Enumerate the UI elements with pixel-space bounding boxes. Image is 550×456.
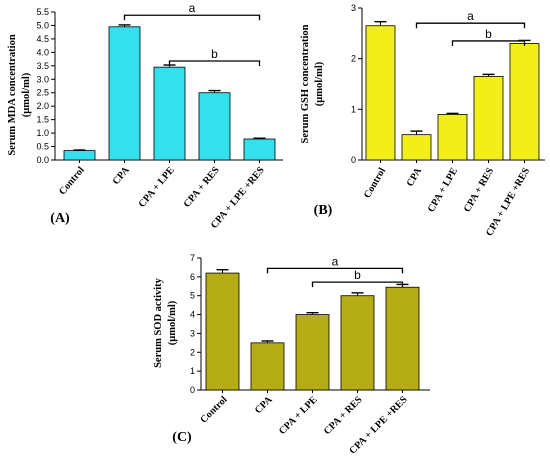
panel-c-bar	[385, 286, 420, 391]
panel-c: Serum SOD activity (µmol/ml) 0 1 2 3 4 5 6 7 Con…	[153, 253, 430, 456]
panel-c-ylabel-line1: Serum SOD activity	[153, 277, 164, 368]
panel-c-y-tick-label: 2	[190, 347, 195, 357]
panel-a-y-tick-label: 1.0	[36, 128, 49, 138]
panel-b-category-label: CPA	[405, 165, 425, 188]
panel-b-bar	[401, 134, 432, 161]
panel-a-category-label: CPA + RES	[182, 165, 222, 210]
panel-a-y-tick-label: 4.0	[36, 47, 49, 57]
panel-c-y-tick-label: 0	[190, 385, 195, 395]
panel-a-bar	[153, 66, 186, 161]
panel-b: Serum GSH concentration (µmol/ml) 0 1 2 3 Co…	[300, 3, 545, 238]
panel-b-category-label: CPA + LPE	[426, 166, 460, 215]
panel-a-significance-bracket	[168, 60, 261, 66]
panel-c-y-tick-label: 3	[190, 328, 195, 338]
panel-b-y-tick-label: 2	[351, 54, 356, 64]
panel-a-bar	[198, 92, 231, 161]
panel-c-significance-bracket	[311, 281, 404, 288]
panel-b-bar	[473, 76, 504, 161]
panel-c-ylabel-line2: (µmol/ml)	[167, 300, 178, 345]
panel-c-bar	[205, 272, 240, 391]
panel-c-significance-label: b	[354, 268, 361, 282]
panel-c-y-tick-label: 7	[190, 253, 195, 263]
panel-a-bar	[243, 138, 276, 161]
panel-b-label: (B)	[314, 203, 333, 218]
panel-a-category-label: Control	[57, 165, 87, 198]
panel-b-y-tick-label: 3	[351, 3, 356, 13]
panel-a-y-tick-label: 2.0	[36, 101, 49, 111]
panel-a-bar	[63, 150, 96, 161]
panel-a-y-tick-label: 5.5	[36, 7, 49, 17]
panel-a-category-label: CPA	[111, 164, 133, 187]
panel-a-ylabel-line2: (µmol/ml)	[21, 72, 32, 117]
panel-a-y-tick-label: 0.0	[36, 155, 49, 165]
panel-a-significance-label: b	[211, 47, 218, 61]
panel-b-significance-bracket	[415, 22, 526, 29]
panel-c-significance-label: a	[332, 254, 339, 268]
panel-c-bar	[340, 295, 375, 391]
panel-a-plot: 0.0 0.5 1.0 1.5 2.0 2.5 3.0 3.5 4.0 4.5 5.0 5.5 Cont…	[36, 1, 283, 231]
panel-b-ylabel-line1: Serum GSH concentration	[300, 24, 311, 143]
panel-c-category-label: CPA	[253, 394, 275, 416]
panel-a-y-tick-label: 5.0	[36, 20, 49, 30]
panel-c-bar	[295, 314, 330, 391]
panel-c-label: (C)	[172, 430, 192, 445]
panel-a-label: (A)	[50, 211, 70, 226]
panel-c-y-tick-label: 4	[190, 310, 195, 320]
panel-a-y-tick-label: 3.5	[36, 61, 49, 71]
panel-b-y-tick-label: 1	[351, 104, 356, 114]
panel-c-significance-bracket	[266, 267, 404, 274]
panel-c-y-tick-label: 6	[190, 272, 195, 282]
panel-a-y-tick-label: 1.5	[36, 115, 49, 125]
panel-a-y-tick-label: 2.5	[36, 88, 49, 98]
panel-b-category-label: Control	[362, 166, 388, 200]
panel-c-category-label: Control	[198, 394, 229, 425]
panel-b-bar	[437, 114, 468, 161]
panel-a-y-tick-label: 4.5	[36, 34, 49, 44]
panel-a-bar	[108, 26, 141, 161]
panel-a-y-tick-label: 0.5	[36, 142, 49, 152]
panel-b-category-label: CPA + RES	[462, 166, 496, 215]
panel-b-significance-label: b	[485, 27, 492, 41]
panel-b-significance-bracket	[451, 40, 526, 46]
panel-a-significance-bracket	[123, 14, 261, 21]
panel-c-bar	[250, 342, 285, 391]
panel-a-y-tick-label: 3.0	[36, 74, 49, 84]
panel-a-category-label: CPA + LPE	[137, 165, 177, 210]
panel-b-bar	[509, 43, 540, 161]
panel-b-y-tick-label: 0	[351, 155, 356, 165]
panel-c-category-label: CPA + RES	[322, 394, 365, 437]
panel-b-significance-label: a	[467, 9, 474, 23]
panel-c-y-tick-label: 1	[190, 366, 195, 376]
panel-b-bar	[365, 25, 396, 161]
panel-a: Serum MDA concentration (µmol/ml) 0.0 0.5…	[7, 1, 283, 231]
panel-c-category-label: CPA + LPE	[277, 394, 320, 437]
panel-a-significance-label: a	[189, 1, 196, 15]
panel-a-ylabel-line1: Serum MDA concentration	[7, 34, 18, 155]
panel-c-y-tick-label: 5	[190, 291, 195, 301]
panel-b-ylabel-line2: (µmol/ml)	[314, 61, 325, 106]
